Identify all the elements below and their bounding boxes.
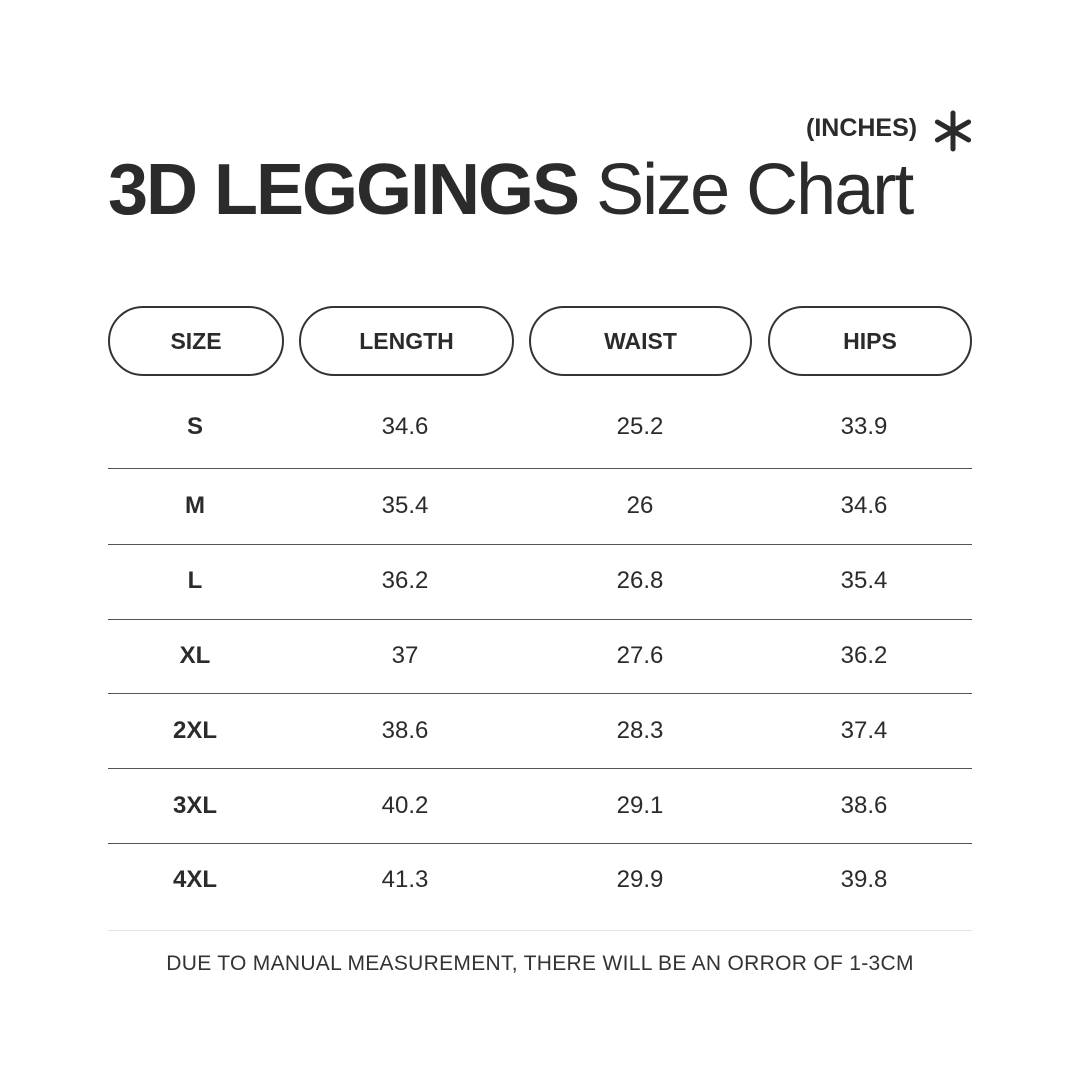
cell-length: 41.3 (381, 865, 429, 893)
cell-waist: 25.2 (616, 412, 664, 440)
cell-size: XL (179, 641, 211, 669)
cell-length: 36.2 (381, 566, 429, 594)
cell-waist: 26.8 (616, 566, 664, 594)
cell-hips: 35.4 (840, 566, 888, 594)
cell-hips: 36.2 (840, 641, 888, 669)
cell-hips: 34.6 (840, 491, 888, 519)
asterisk-icon (934, 110, 972, 152)
cell-size: 2XL (172, 716, 217, 744)
column-header-hips: HIPS (768, 306, 972, 376)
cell-length: 35.4 (381, 491, 429, 519)
cell-length: 37 (391, 641, 419, 669)
cell-waist: 27.6 (616, 641, 664, 669)
table-row: 3XL 40.2 29.1 38.6 (108, 768, 972, 843)
table-row: L 36.2 26.8 35.4 (108, 543, 972, 618)
title-product: 3D LEGGINGS (108, 150, 580, 230)
footer-divider (108, 930, 972, 931)
row-divider (108, 544, 972, 545)
cell-size: 3XL (172, 791, 217, 819)
title-suffix: Size Chart (596, 150, 914, 230)
cell-length: 38.6 (381, 716, 429, 744)
cell-size: S (186, 412, 203, 440)
page-title: 3D LEGGINGS Size Chart (108, 148, 914, 232)
cell-waist: 28.3 (616, 716, 664, 744)
cell-hips: 38.6 (840, 791, 888, 819)
table-row: XL 37 27.6 36.2 (108, 618, 972, 693)
units-label: (INCHES) (806, 114, 918, 142)
cell-waist: 29.9 (616, 865, 664, 893)
cell-length: 34.6 (381, 412, 429, 440)
cell-hips: 37.4 (840, 716, 888, 744)
cell-waist: 29.1 (616, 791, 664, 819)
table-row: M 35.4 26 34.6 (108, 468, 972, 543)
row-divider (108, 843, 972, 844)
cell-size: M (185, 491, 205, 519)
footer-note: DUE TO MANUAL MEASUREMENT, THERE WILL BE… (166, 952, 914, 975)
cell-hips: 33.9 (840, 412, 888, 440)
cell-size: 4XL (172, 865, 217, 893)
column-header-length: LENGTH (299, 306, 514, 376)
column-header-size: SIZE (108, 306, 284, 376)
cell-waist: 26 (626, 491, 654, 519)
column-header-waist: WAIST (529, 306, 752, 376)
table-row: S 34.6 25.2 33.9 (108, 389, 972, 464)
row-divider (108, 768, 972, 769)
row-divider (108, 693, 972, 694)
cell-size: L (187, 566, 203, 594)
cell-length: 40.2 (381, 791, 429, 819)
table-row: 4XL 41.3 29.9 39.8 (108, 842, 972, 917)
cell-hips: 39.8 (840, 865, 888, 893)
table-row: 2XL 38.6 28.3 37.4 (108, 693, 972, 768)
row-divider (108, 619, 972, 620)
row-divider (108, 468, 972, 469)
